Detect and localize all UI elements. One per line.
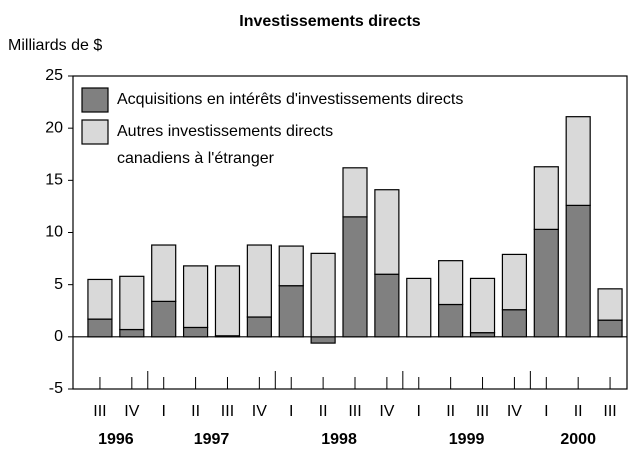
y-tick-label: 10 — [45, 224, 63, 241]
bar-segment — [438, 303, 464, 338]
bar-segment — [406, 277, 432, 338]
bar-segment — [597, 288, 623, 321]
x-tick-label: IV — [379, 403, 394, 420]
x-group-label: 1998 — [321, 431, 357, 448]
x-tick-label: III — [476, 403, 489, 420]
x-tick-label: IV — [507, 403, 522, 420]
bar-segment — [87, 278, 113, 320]
x-tick-label: I — [161, 403, 165, 420]
bar-segment — [246, 316, 272, 338]
legend-swatch — [81, 87, 109, 113]
bar-segment — [182, 265, 209, 329]
x-tick-label: II — [574, 403, 583, 420]
y-tick-label: 0 — [54, 328, 63, 345]
bar-segment — [151, 244, 177, 302]
x-tick-label: IV — [252, 403, 267, 420]
x-tick-label: I — [544, 403, 548, 420]
bar-segment — [533, 166, 559, 230]
bar-segment — [278, 245, 304, 287]
bar-segment — [501, 309, 528, 338]
x-tick-label: I — [417, 403, 421, 420]
x-group-label: 2000 — [560, 431, 596, 448]
bar-segment — [374, 273, 400, 338]
y-tick-label: 20 — [45, 119, 63, 136]
x-tick-label: III — [221, 403, 234, 420]
bar-segment — [246, 244, 272, 318]
x-tick-label: I — [289, 403, 293, 420]
x-tick-label: II — [191, 403, 200, 420]
bar-segment — [533, 228, 559, 338]
x-tick-label: III — [93, 403, 106, 420]
bar-segment — [119, 275, 145, 331]
legend-label: Acquisitions en intérêts d'investissemen… — [117, 91, 463, 108]
chart-title: Investissements directs — [239, 13, 421, 30]
bar-segment — [374, 189, 400, 275]
bar-segment — [119, 328, 145, 338]
bar-segment — [342, 216, 368, 338]
bar-segment — [310, 336, 336, 344]
bar-segment — [182, 326, 209, 338]
legend-label: canadiens à l'étranger — [117, 150, 275, 167]
legend-label: Autres investissements directs — [117, 123, 333, 140]
x-tick-label: II — [319, 403, 328, 420]
x-group-label: 1996 — [98, 431, 134, 448]
x-group-label: 1997 — [194, 431, 230, 448]
y-tick-label: -5 — [49, 380, 63, 397]
x-tick-label: II — [446, 403, 455, 420]
bar-segment — [151, 300, 177, 338]
bar-segment — [501, 253, 528, 311]
bar-segment — [565, 116, 591, 206]
y-axis-title: Milliards de $ — [8, 37, 102, 54]
bar-segment — [438, 260, 464, 306]
y-tick-label: 15 — [45, 172, 63, 189]
bar-segment — [565, 204, 591, 338]
x-group-label: 1999 — [449, 431, 485, 448]
x-tick-label: IV — [124, 403, 139, 420]
x-tick-label: III — [348, 403, 361, 420]
bar-segment — [310, 252, 336, 338]
bar-segment — [469, 332, 496, 338]
legend-swatch — [81, 119, 109, 145]
y-tick-label: 5 — [54, 276, 63, 293]
bar-segment — [214, 265, 241, 337]
bar-segment — [469, 277, 496, 334]
bar-segment — [278, 285, 304, 338]
y-tick-label: 25 — [45, 67, 63, 84]
x-tick-label: III — [603, 403, 616, 420]
bar-segment — [87, 318, 113, 338]
bar-segment — [597, 319, 623, 338]
bar-segment — [342, 167, 368, 218]
